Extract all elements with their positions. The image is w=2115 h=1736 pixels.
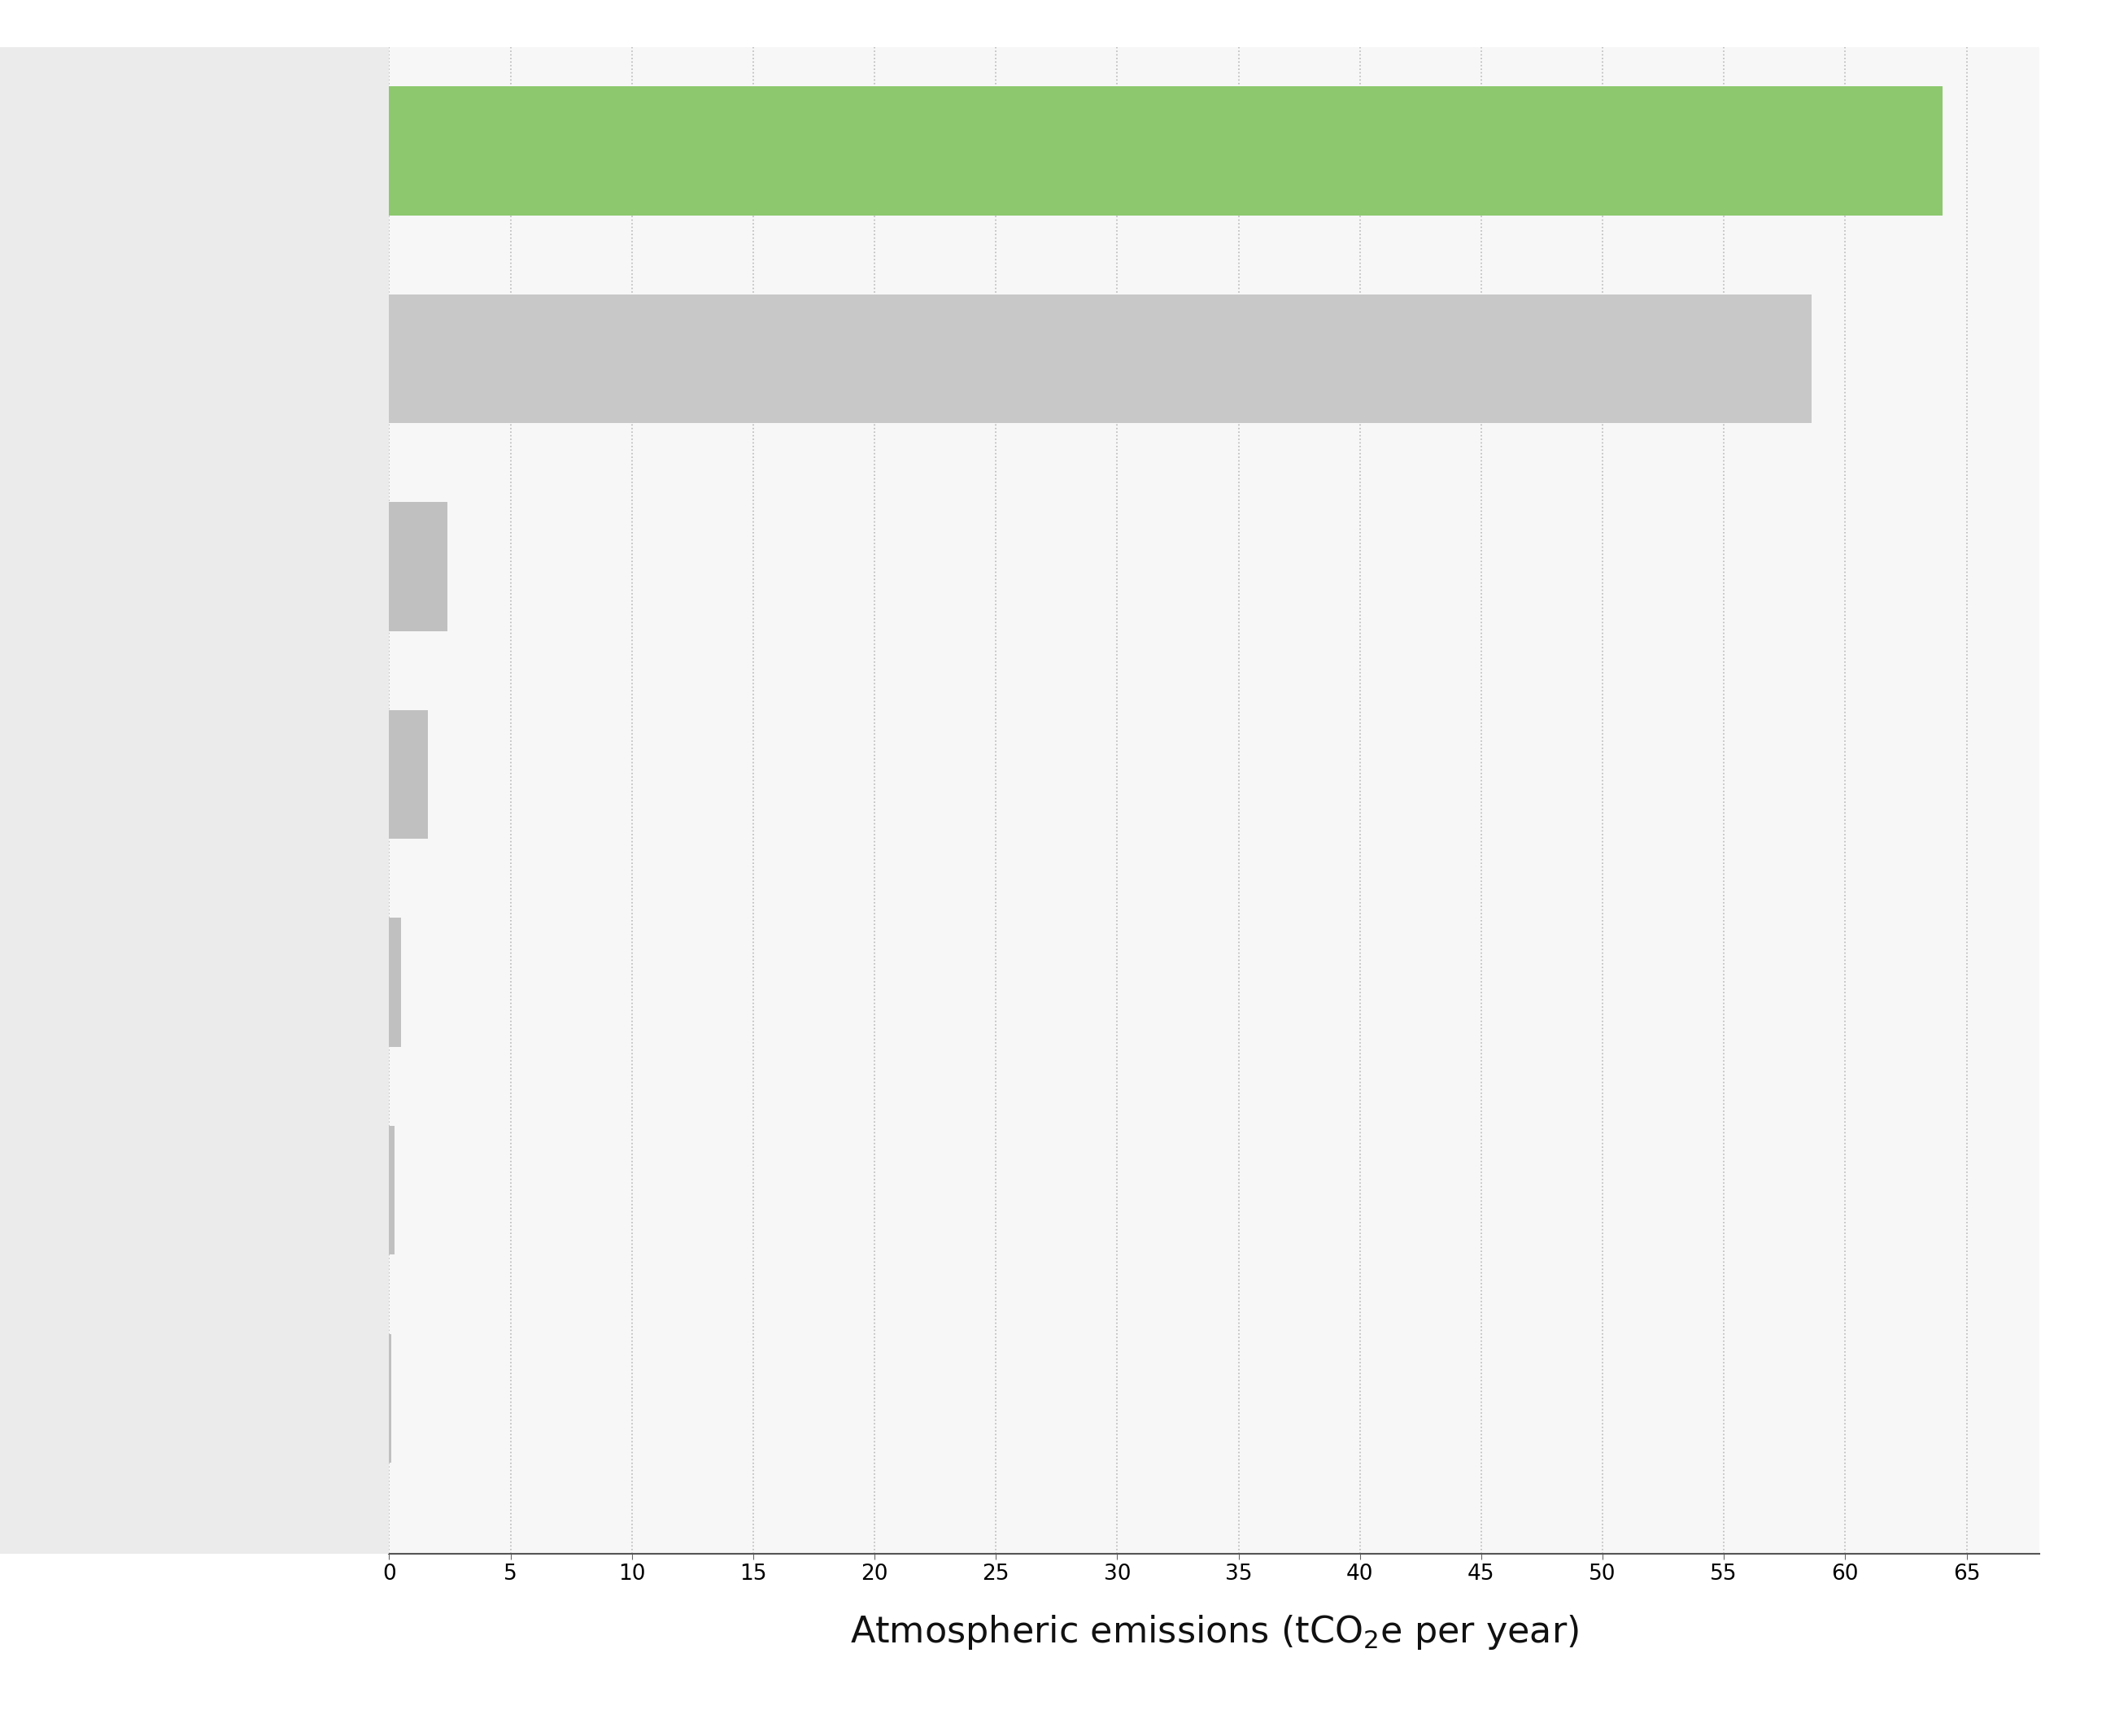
- Text: Save one hectare of
rainforest from
deforestation: Save one hectare of rainforest from defo…: [161, 116, 376, 186]
- Bar: [389, 87, 1942, 215]
- Bar: [389, 295, 1810, 424]
- Text: Upgrade light-
bulbs: Upgrade light- bulbs: [222, 1375, 376, 1422]
- Text: Avoid one
roundtrip trans-
atlantic flight: Avoid one roundtrip trans- atlantic flig…: [207, 740, 376, 809]
- X-axis label: Atmospheric emissions (tCO$_2$e per year): Atmospheric emissions (tCO$_2$e per year…: [850, 1613, 1578, 1651]
- Text: Have a plant
based diet: Have a plant based diet: [241, 960, 376, 1005]
- Bar: [389, 1333, 391, 1463]
- Text: Live car free: Live car free: [243, 556, 376, 578]
- Bar: [389, 1127, 393, 1255]
- Text: Recycle: Recycle: [294, 1180, 376, 1201]
- Text: Have one
fewer child: Have one fewer child: [258, 337, 376, 382]
- Bar: [389, 710, 427, 838]
- Bar: [389, 918, 402, 1047]
- Bar: [389, 502, 448, 632]
